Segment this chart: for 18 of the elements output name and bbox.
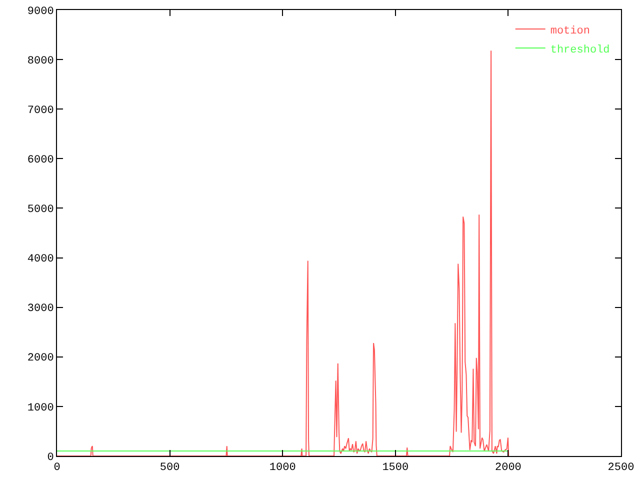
line-series [57, 50, 510, 456]
x-tick-label: 2500 [608, 462, 634, 474]
y-tick-label: 9000 [27, 6, 54, 18]
y-tick-label: 3000 [27, 303, 54, 316]
x-tick-label: 2000 [494, 462, 522, 474]
y-tick-label: 8000 [27, 55, 54, 68]
y-tick-label: 7000 [27, 104, 54, 117]
y-tick-label: 1000 [27, 402, 54, 414]
y-tick-label: 5000 [27, 204, 54, 216]
legend-label: threshold [550, 44, 610, 56]
legend-label: motion [550, 25, 590, 38]
x-tick-label: 500 [160, 462, 180, 474]
x-tick-label: 1000 [269, 462, 296, 474]
y-tick-label: 4000 [27, 254, 54, 266]
y-tick-label: 0 [47, 452, 54, 464]
y-tick-label: 6000 [27, 154, 54, 167]
x-tick-label: 1500 [382, 462, 409, 474]
y-tick-label: 2000 [27, 352, 54, 365]
